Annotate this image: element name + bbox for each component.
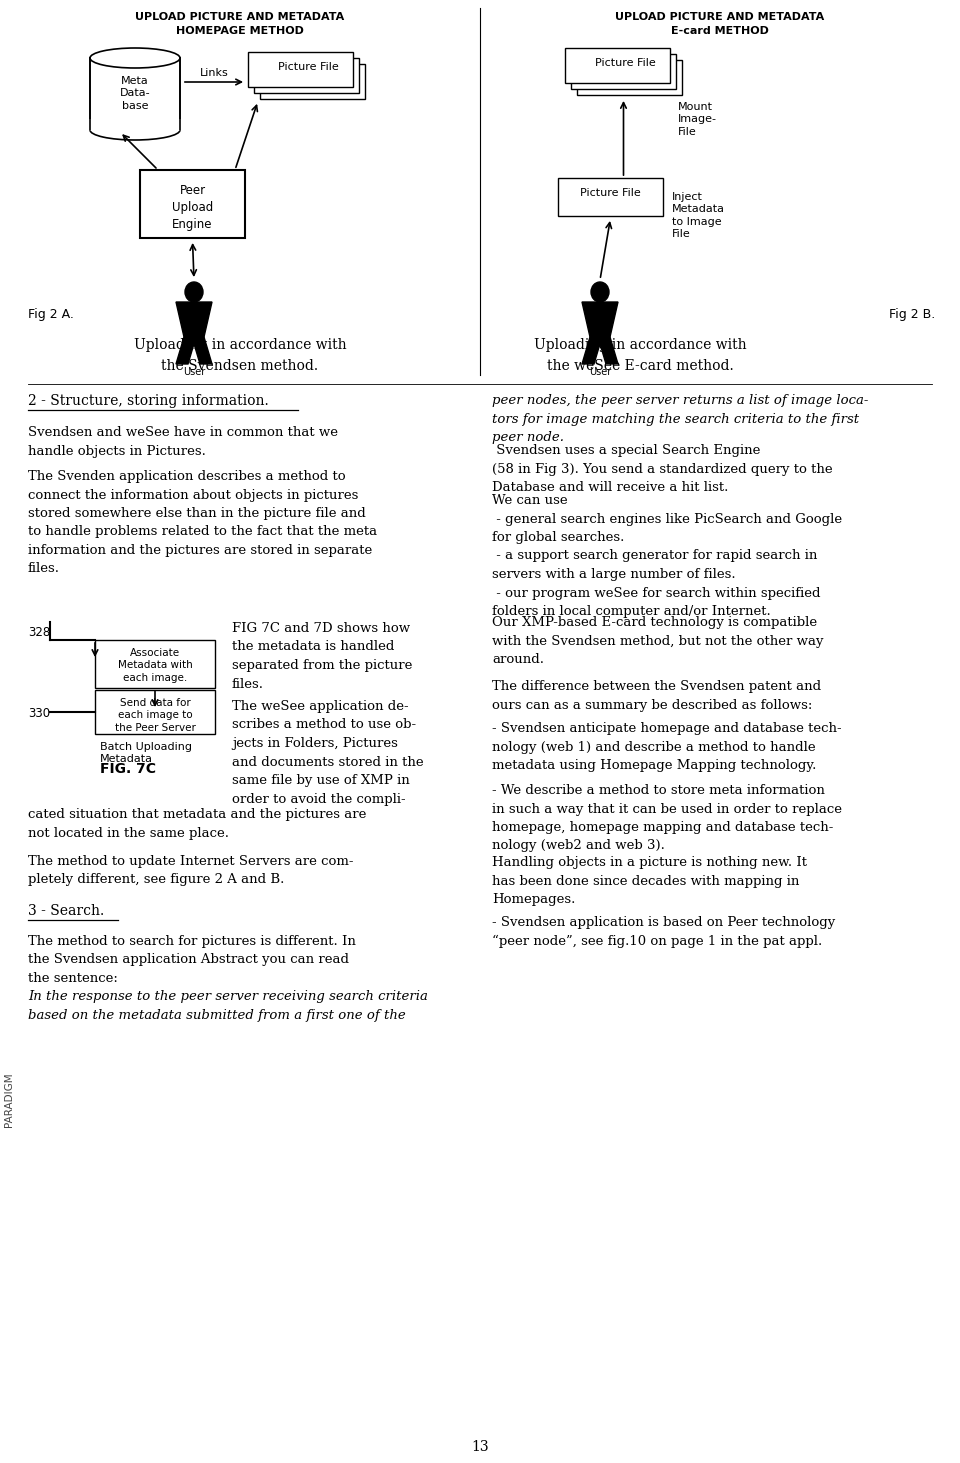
Text: Meta
Data-
base: Meta Data- base xyxy=(120,76,151,111)
Text: 2 - Structure, storing information.: 2 - Structure, storing information. xyxy=(28,394,269,408)
Text: User: User xyxy=(588,367,612,377)
Bar xyxy=(260,64,365,99)
Text: Fig 2 B.: Fig 2 B. xyxy=(889,309,935,320)
Text: Peer
Upload
Engine: Peer Upload Engine xyxy=(172,184,213,231)
Text: Uploading in accordance with
the Svendsen method.: Uploading in accordance with the Svendse… xyxy=(133,338,347,373)
Ellipse shape xyxy=(90,48,180,67)
Ellipse shape xyxy=(90,120,180,140)
Text: In the response to the peer server receiving search criteria
based on the metada: In the response to the peer server recei… xyxy=(28,990,428,1021)
Polygon shape xyxy=(598,336,618,364)
Bar xyxy=(577,60,682,95)
Polygon shape xyxy=(176,301,212,336)
Text: cated situation that metadata and the pictures are
not located in the same place: cated situation that metadata and the pi… xyxy=(28,808,367,840)
Text: 3 - Search.: 3 - Search. xyxy=(28,904,105,917)
Text: Svendsen uses a special Search Engine
(58 in Fig 3). You send a standardized que: Svendsen uses a special Search Engine (5… xyxy=(492,443,832,494)
Text: Picture File: Picture File xyxy=(580,189,641,198)
Polygon shape xyxy=(582,301,618,336)
Text: Picture File: Picture File xyxy=(595,59,656,67)
Ellipse shape xyxy=(591,282,609,301)
Bar xyxy=(140,170,245,238)
Text: Batch Uploading
Metadata: Batch Uploading Metadata xyxy=(100,742,192,764)
Text: FIG. 7C: FIG. 7C xyxy=(100,762,156,775)
Text: FIG 7C and 7D shows how
the metadata is handled
separated from the picture
files: FIG 7C and 7D shows how the metadata is … xyxy=(232,622,413,691)
Text: 13: 13 xyxy=(471,1440,489,1454)
Text: Svendsen and weSee have in common that we
handle objects in Pictures.: Svendsen and weSee have in common that w… xyxy=(28,426,338,458)
Text: - Svendsen anticipate homepage and database tech-
nology (web 1) and describe a : - Svendsen anticipate homepage and datab… xyxy=(492,723,842,772)
Text: Inject
Metadata
to Image
File: Inject Metadata to Image File xyxy=(672,192,725,238)
Text: peer nodes, the peer server returns a list of image loca-
tors for image matchin: peer nodes, the peer server returns a li… xyxy=(492,394,869,443)
Text: We can use
 - general search engines like PicSearch and Google
for global search: We can use - general search engines like… xyxy=(492,494,842,617)
Text: The Svenden application describes a method to
connect the information about obje: The Svenden application describes a meth… xyxy=(28,470,377,575)
Text: Handling objects in a picture is nothing new. It
has been done since decades wit: Handling objects in a picture is nothing… xyxy=(492,856,807,906)
Text: Fig 2 A.: Fig 2 A. xyxy=(28,309,74,320)
Text: The method to update Internet Servers are com-
pletely different, see figure 2 A: The method to update Internet Servers ar… xyxy=(28,854,353,887)
Text: Send data for
each image to
the Peer Server: Send data for each image to the Peer Ser… xyxy=(114,698,196,733)
Polygon shape xyxy=(176,336,196,364)
Text: Picture File: Picture File xyxy=(278,61,339,72)
Text: Links: Links xyxy=(200,67,228,78)
Text: The weSee application de-
scribes a method to use ob-
jects in Folders, Pictures: The weSee application de- scribes a meth… xyxy=(232,699,423,806)
Bar xyxy=(248,53,353,86)
Text: 330: 330 xyxy=(28,707,50,720)
Bar xyxy=(254,59,359,94)
Bar xyxy=(95,691,215,734)
Text: User: User xyxy=(182,367,205,377)
Text: UPLOAD PICTURE AND METADATA
E-card METHOD: UPLOAD PICTURE AND METADATA E-card METHO… xyxy=(615,12,825,37)
Bar xyxy=(565,48,670,83)
Bar xyxy=(571,54,676,89)
Text: - We describe a method to store meta information
in such a way that it can be us: - We describe a method to store meta inf… xyxy=(492,784,842,853)
Bar xyxy=(558,178,663,217)
Polygon shape xyxy=(192,336,212,364)
Text: 328: 328 xyxy=(28,626,50,639)
Polygon shape xyxy=(582,336,602,364)
Text: Our XMP-based E-card technology is compatible
with the Svendsen method, but not : Our XMP-based E-card technology is compa… xyxy=(492,616,824,666)
Ellipse shape xyxy=(185,282,203,301)
Text: Mount
Image-
File: Mount Image- File xyxy=(678,102,717,138)
Text: Uploading in accordance with
the weSee E-card method.: Uploading in accordance with the weSee E… xyxy=(534,338,746,373)
Text: The difference between the Svendsen patent and
ours can as a summary be describe: The difference between the Svendsen pate… xyxy=(492,680,821,711)
Text: Associate
Metadata with
each image.: Associate Metadata with each image. xyxy=(118,648,192,683)
Text: PARADIGM: PARADIGM xyxy=(4,1072,14,1128)
Bar xyxy=(89,119,181,132)
Bar xyxy=(90,59,180,130)
Bar xyxy=(95,639,215,688)
Text: UPLOAD PICTURE AND METADATA
HOMEPAGE METHOD: UPLOAD PICTURE AND METADATA HOMEPAGE MET… xyxy=(135,12,345,37)
Text: - Svendsen application is based on Peer technology
“peer node”, see fig.10 on pa: - Svendsen application is based on Peer … xyxy=(492,916,835,948)
Text: The method to search for pictures is different. In
the Svendsen application Abst: The method to search for pictures is dif… xyxy=(28,935,356,985)
